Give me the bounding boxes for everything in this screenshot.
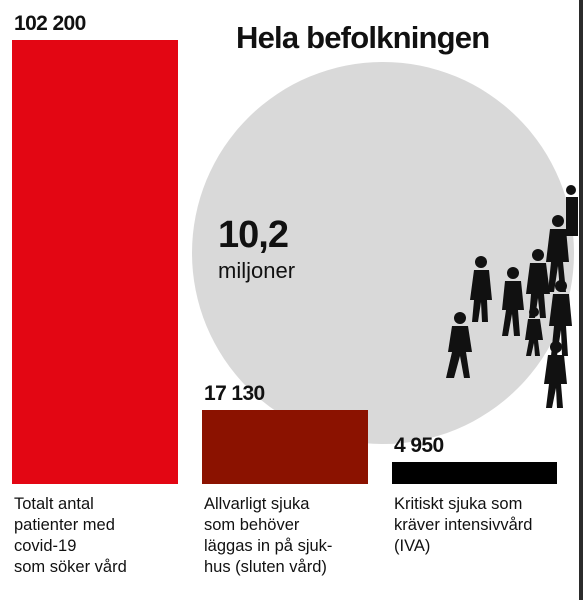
right-edge-divider xyxy=(579,0,583,600)
bars-group xyxy=(12,40,557,484)
category-label: Totalt antal patienter med covid-19 som … xyxy=(14,495,127,576)
chart-title: Hela befolkningen xyxy=(236,20,490,55)
bar-value-label: 4 950 xyxy=(394,434,444,457)
category-label: Kritiskt sjuka som kräver intensivvård (… xyxy=(394,495,533,555)
bar-value-label: 102 200 xyxy=(14,12,86,35)
bar-value-label: 17 130 xyxy=(204,382,265,405)
population-unit: miljoner xyxy=(218,258,296,283)
population-value: 10,2 xyxy=(218,214,289,256)
population-circle xyxy=(192,62,574,444)
bar-0 xyxy=(12,40,178,484)
bar-2 xyxy=(392,462,557,484)
people-silhouettes-icon xyxy=(446,185,578,408)
bar-1 xyxy=(202,410,368,484)
category-label: Allvarligt sjuka som behöver läggas in p… xyxy=(204,495,333,576)
